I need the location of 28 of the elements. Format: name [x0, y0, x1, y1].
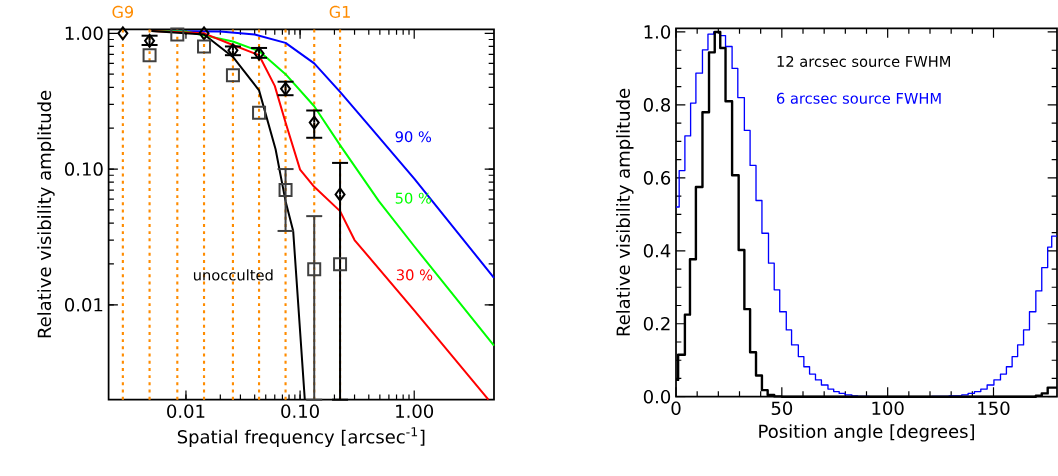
x-tick-label: 50 — [771, 401, 793, 416]
y-tick-label: 0.0 — [643, 389, 671, 404]
text: 6 arcsec source FWHM — [776, 92, 941, 104]
x-tick-label: 0 — [671, 401, 681, 416]
series-label: 50 % — [395, 192, 432, 204]
text: 12 arcsec source FWHM — [777, 55, 950, 67]
y-tick-label: 1.00 — [65, 26, 103, 41]
series-label: 30 % — [396, 269, 433, 281]
x-tick-label: 1.00 — [396, 404, 434, 419]
y-axis-title: Relative visibility amplitude — [616, 88, 634, 336]
x-tick-label: 0.10 — [281, 404, 319, 419]
ref-line-label: G1 — [329, 5, 350, 18]
x-tick-label: 100 — [872, 401, 904, 416]
x-axis-title: Spatial frequency [arcsec$^{-1}$] — [177, 427, 425, 448]
y-tick-label: 0.4 — [643, 243, 671, 258]
y-tick-label: 0.6 — [643, 171, 671, 185]
x-tick-label: 150 — [978, 401, 1010, 416]
series-label: unocculted — [193, 269, 273, 281]
y-tick-label: 1.0 — [644, 25, 671, 39]
y-tick-label: 0.8 — [643, 98, 671, 112]
y-axis-title: Relative visibility amplitude — [37, 90, 55, 338]
x-tick-label: 0.01 — [167, 404, 205, 419]
y-tick-label: 0.2 — [643, 316, 670, 331]
y-tick-label: 0.10 — [65, 162, 103, 176]
series-label: 90 % — [395, 131, 432, 143]
ref-line-label: G9 — [112, 5, 134, 18]
y-tick-label: 0.01 — [65, 298, 103, 312]
x-axis-title: Position angle [degrees] — [759, 424, 974, 442]
